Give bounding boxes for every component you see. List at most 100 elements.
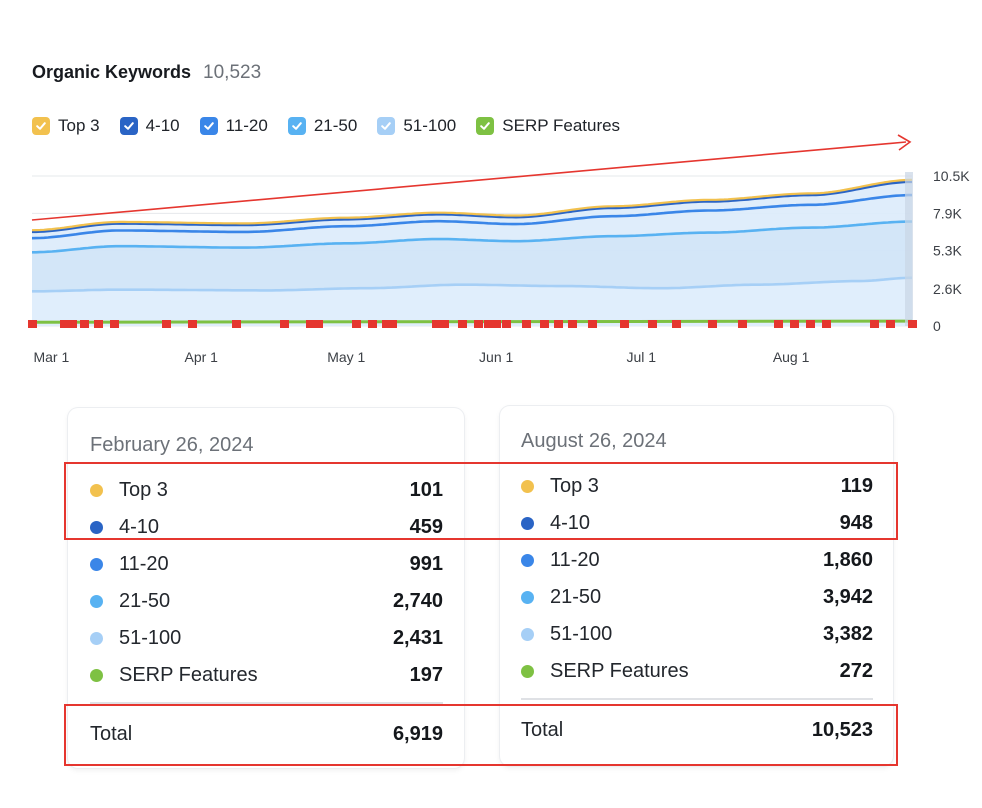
row-label: 21-50 [550,586,602,608]
annotation-flag-icon [314,320,323,328]
row-value: 3,942 [822,586,873,608]
checkbox-check-icon [476,117,495,135]
summary-row: SERP Features 197 [90,657,443,694]
annotation-flag-icon [554,320,563,328]
legend-toggle-11-20[interactable]: 11-20 [199,116,268,136]
organic-keywords-chart: 10.5K 7.9K 5.3K 2.6K 0 Mar 1 Apr 1 May 1 Jun 1 Ju… [28,134,970,365]
row-label: SERP Features [119,664,258,686]
checkbox-check-icon [287,117,306,135]
annotation-flag-icon [502,320,511,328]
checkbox-check-icon [199,117,218,135]
chart-header: Organic Keywords 10,523 [32,62,261,84]
keyword-count: 10,523 [203,62,262,83]
annotation-flag-icon [806,320,815,328]
annotation-flag-icon [474,320,483,328]
legend-label: 21-50 [313,116,358,135]
series-line-serp-features [31,319,913,324]
annotation-flag-icon [790,320,799,328]
legend-toggle-top-3[interactable]: Top 3 [32,116,100,136]
annotation-flag-icon [908,320,917,328]
summary-row: 51-100 2,431 [90,620,443,657]
x-tick-label: May 1 [327,349,365,365]
total-value: 6,919 [392,722,443,745]
series-dot-icon [521,591,534,604]
annotation-flag-icon [620,320,629,328]
x-tick-label: Aug 1 [773,349,810,365]
annotation-flag-icon [886,320,895,328]
annotation-flag-icon [648,320,657,328]
legend-label: 11-20 [225,116,268,135]
trend-arrow [31,141,907,221]
annotation-flag-icon [522,320,531,328]
summary-row: Top 3 119 [521,468,873,505]
y-tick-label: 10.5K [933,168,970,184]
checkbox-check-icon [377,117,396,135]
row-label: 11-20 [550,549,600,571]
annotation-flag-icon [440,320,449,328]
chart-legend: Top 3 4-10 11-20 21-50 51-100 SERP Features [32,116,640,136]
row-value: 2,740 [392,590,443,612]
row-value: 2,431 [392,627,443,649]
y-tick-label: 5.3K [933,242,962,258]
checkbox-check-icon [119,117,138,135]
row-value: 948 [839,512,873,534]
row-label: Top 3 [119,479,168,501]
legend-toggle-21-50[interactable]: 21-50 [287,116,358,136]
summary-card-start: February 26, 2024 Top 3 101 4-10 459 11-20 99… [68,408,464,768]
row-label: 51-100 [119,627,182,649]
series-dot-icon [90,632,103,645]
row-value: 272 [839,660,873,682]
chart-title: Organic Keywords [32,62,192,82]
series-dot-icon [521,480,534,493]
summary-date: February 26, 2024 [90,434,254,456]
series-dot-icon [90,558,103,571]
series-dot-icon [90,484,103,497]
annotation-flag-icon [94,320,103,328]
legend-label: 4-10 [145,116,180,135]
total-value: 10,523 [811,718,873,741]
annotation-flag-icon [432,320,441,328]
series-dot-icon [90,595,103,608]
summary-row: 11-20 991 [90,546,443,583]
series-line-4-10 [32,180,912,234]
row-label: 21-50 [119,590,171,612]
summary-row: SERP Features 272 [521,653,873,690]
annotation-flag-icon [540,320,549,328]
annotation-flag-icon [110,320,119,328]
y-tick-label: 7.9K [933,205,962,221]
row-label: Top 3 [550,475,599,497]
legend-label: 51-100 [403,116,457,135]
series-dot-icon [521,517,534,530]
annotation-flag-icon [822,320,831,328]
series-line-top-3 [31,178,912,232]
row-label: 4-10 [550,512,591,534]
annotation-flag-icon [588,320,597,328]
annotation-flag-icon [80,320,89,328]
legend-label: Top 3 [58,116,100,135]
annotation-flag-icon [568,320,577,328]
series-line-11-20 [31,193,912,240]
legend-label: SERP Features [502,116,621,135]
series-dot-icon [90,669,103,682]
x-tick-label: Apr 1 [184,349,218,365]
annotation-flag-icon [738,320,747,328]
annotation-flag-icon [68,320,77,328]
summary-divider [521,698,873,700]
series-dot-icon [521,628,534,641]
annotation-flag-icon [774,320,783,328]
y-tick-label: 0 [933,318,941,334]
series-line-51-100 [32,276,912,293]
legend-toggle-serp-features[interactable]: SERP Features [476,116,620,136]
row-value: 119 [840,475,873,497]
summary-row: Top 3 101 [90,472,443,509]
summary-row: 4-10 459 [90,509,443,546]
row-label: SERP Features [550,660,689,682]
summary-row: 4-10 948 [521,505,873,542]
annotation-flag-icon [492,320,501,328]
row-label: 4-10 [119,516,160,538]
hover-column [905,172,913,326]
legend-toggle-51-100[interactable]: 51-100 [377,116,456,136]
total-label: Total [90,722,133,745]
series-dot-icon [521,665,534,678]
legend-toggle-4-10[interactable]: 4-10 [119,116,180,136]
